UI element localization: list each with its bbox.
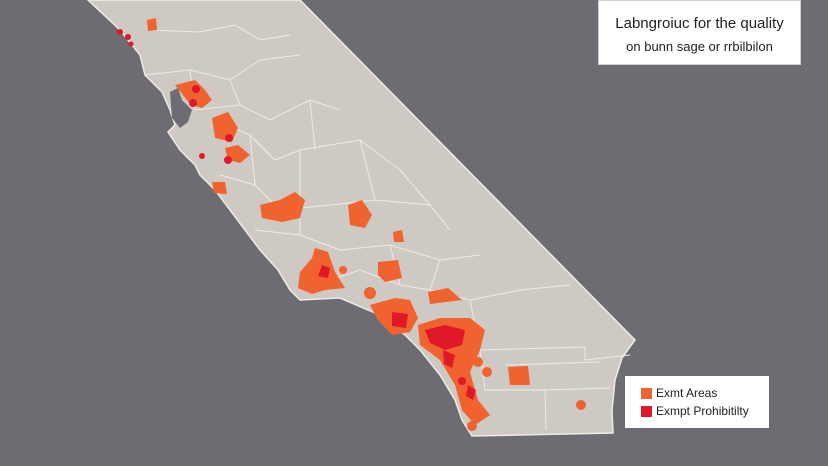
legend-swatch-red — [641, 405, 652, 417]
map-title-box: Labngroiuc for the quality on bunn sage … — [598, 0, 801, 65]
legend-item-exempt-areas: Exmt Areas — [641, 384, 769, 402]
map-title-line-2: on bunn sage or rrbilbilon — [626, 39, 773, 54]
legend-item-exempt-prohibition: Exmpt Prohibitilty — [641, 402, 769, 420]
legend-swatch-orange — [641, 387, 652, 399]
exempt-prohibition-areas — [117, 29, 476, 400]
map-legend: Exmt Areas Exmpt Prohibitilty — [625, 376, 769, 428]
map-title-line-1: Labngroiuc for the quality — [615, 15, 784, 32]
san-francisco-bay — [170, 88, 192, 128]
legend-label: Exmt Areas — [656, 386, 718, 400]
legend-label: Exmpt Prohibitilty — [656, 404, 749, 418]
